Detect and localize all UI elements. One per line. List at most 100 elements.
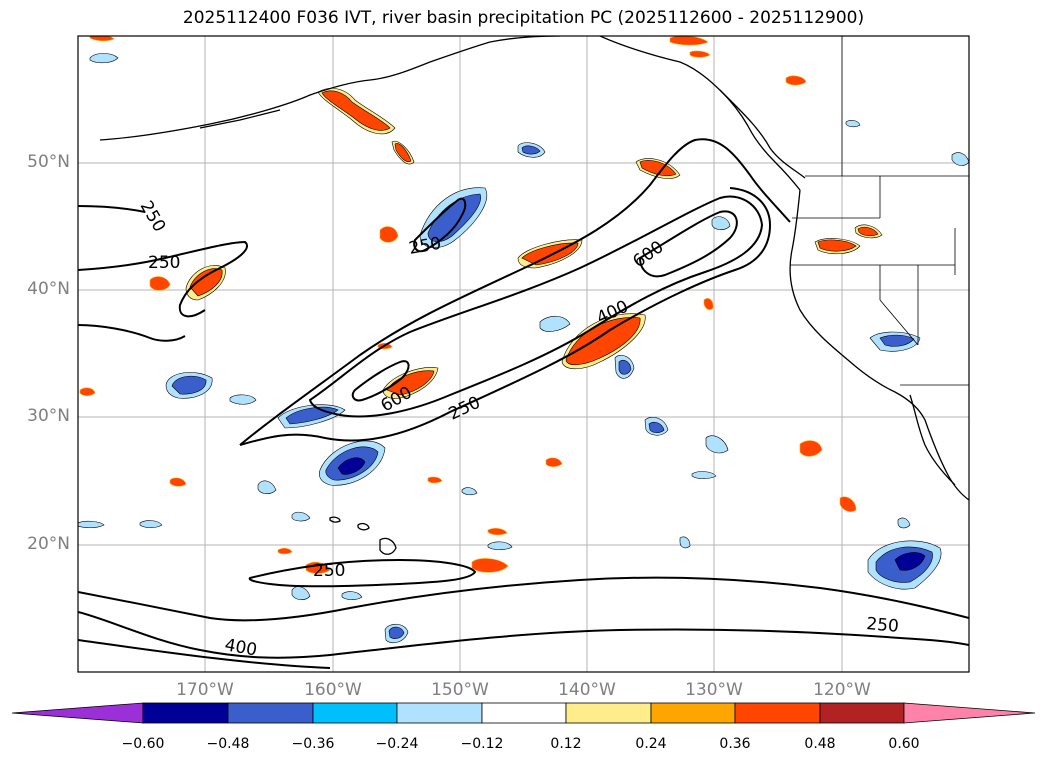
orange-patch (703, 298, 714, 310)
hawaii-island-big (379, 537, 397, 555)
blue-patch (89, 53, 119, 64)
orange-patch (379, 226, 399, 243)
colorbar-extend-low (11, 702, 144, 724)
lon-label-150w: 150°W (431, 680, 489, 700)
lon-label-140w: 140°W (558, 680, 616, 700)
blue-patch (648, 421, 665, 433)
colorbar-tick: −0.60 (121, 736, 165, 752)
ivt-contour-400-south (78, 611, 969, 659)
ivt-contour-250-south-c (78, 639, 331, 669)
hawaii-island-maui (357, 522, 370, 531)
blue-patch (487, 541, 513, 550)
orange-patch (79, 387, 96, 396)
orange-patch (89, 36, 115, 42)
lon-label-130w: 130°W (685, 680, 743, 700)
colorbar-tick: 0.24 (635, 736, 667, 752)
ivt-contours (78, 138, 969, 669)
colorbar-cell (142, 702, 229, 724)
colorbar (11, 702, 1036, 724)
bc-coast (719, 89, 801, 191)
colorbar-tick: 0.36 (719, 736, 751, 752)
ivt-contour-250-main (239, 138, 791, 446)
orange-patch (487, 528, 508, 536)
orange-patch (321, 90, 391, 131)
lon-label-120w: 120°W (813, 680, 871, 700)
orange-patch (689, 50, 711, 58)
negative-anomaly-patches (78, 53, 969, 644)
ivt-contour-250-west-b (78, 240, 248, 318)
blue-patch (691, 471, 717, 479)
blue-patch (78, 520, 105, 529)
lon-label-160w: 160°W (304, 680, 362, 700)
colorbar-tick: 0.48 (804, 736, 836, 752)
colorbar-extend-high (903, 702, 1036, 724)
blue-patch (539, 315, 571, 332)
lat-label-50n: 50°N (27, 152, 70, 172)
lon-label-170w: 170°W (176, 680, 234, 700)
colorbar-tick: 0.12 (550, 736, 582, 752)
blue-patch (521, 145, 541, 155)
orange-patch (277, 547, 293, 555)
blue-patch (618, 359, 632, 375)
blue-patch (229, 394, 257, 405)
hawaii-island-oahu (329, 516, 341, 523)
colorbar-tick: −0.12 (460, 736, 504, 752)
orange-patch (394, 143, 412, 162)
colorbar-cell (227, 702, 314, 724)
ivt-contour-250-north (413, 197, 467, 253)
blue-patch (291, 511, 311, 522)
orange-patch (545, 457, 563, 467)
colorbar-cell (312, 702, 398, 724)
orange-patch (149, 276, 171, 291)
blue-patch (427, 193, 481, 242)
blue-patch (845, 120, 861, 128)
blue-patch (894, 552, 926, 571)
orange-patch (386, 370, 435, 396)
ivt-contour-250-south-b (78, 576, 969, 622)
page-title: 2025112400 F036 IVT, river basin precipi… (182, 8, 865, 28)
colorbar-tick: −0.36 (291, 736, 335, 752)
us-state-borders (790, 36, 969, 386)
colorbar-tick: 0.60 (888, 736, 920, 752)
colorbar-cell (734, 702, 821, 724)
map-frame (77, 35, 970, 673)
blue-patch (705, 435, 729, 454)
orange-patch (799, 440, 823, 457)
lat-label-30n: 30°N (27, 406, 70, 426)
baja-peninsula (909, 394, 956, 486)
us-west-coast (789, 189, 969, 501)
blue-patch (171, 375, 207, 395)
orange-patch (839, 496, 857, 512)
ivt-contour-250-south-a (248, 558, 477, 588)
blue-patch (461, 487, 478, 496)
orange-patch (857, 226, 879, 237)
ivt-contour-250-west (78, 205, 146, 213)
alaska-coast (99, 36, 561, 141)
contour-label: 250 (313, 561, 345, 581)
ivt-contour-250-lower-west (78, 324, 186, 342)
orange-patch (785, 75, 807, 86)
blue-patch (388, 626, 405, 639)
orange-patch (639, 160, 677, 177)
blue-patch (679, 536, 691, 549)
lat-label-40n: 40°N (27, 279, 70, 299)
orange-patch (427, 476, 443, 484)
blue-patch (897, 517, 911, 529)
ca-nv-diagonal (879, 299, 919, 346)
colorbar-cell (819, 702, 905, 724)
blue-patch (341, 591, 363, 600)
blue-patch (337, 457, 366, 475)
lat-label-20n: 20°N (27, 534, 70, 554)
orange-patch (169, 477, 187, 487)
colorbar-tick: −0.48 (206, 736, 250, 752)
blue-patch (879, 334, 915, 347)
map-frame-background (78, 36, 969, 672)
coastlines (99, 36, 969, 555)
blue-patch (257, 480, 277, 494)
ivt-contour-600-west (351, 360, 410, 402)
orange-patch (189, 268, 223, 297)
colorbar-cell (565, 702, 652, 724)
aleutian-chain (199, 109, 281, 129)
colorbar-cell (650, 702, 736, 724)
